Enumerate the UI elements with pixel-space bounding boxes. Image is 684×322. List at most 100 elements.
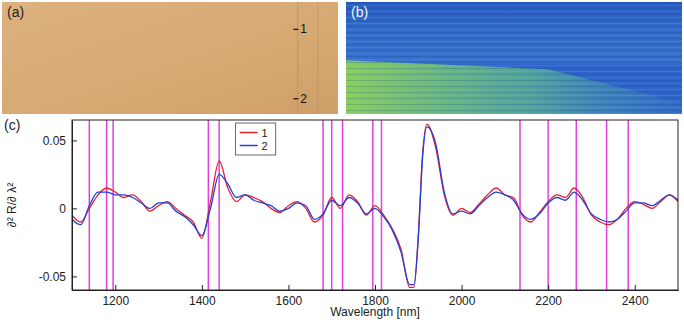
y-tick-label: -0.05 <box>39 270 67 284</box>
map-texture <box>346 3 682 114</box>
x-tick-mark <box>635 285 636 290</box>
map-stripe <box>346 50 682 51</box>
annotation: 2 <box>300 92 307 106</box>
map-stripe <box>346 14 682 15</box>
map-stripe <box>346 110 682 111</box>
x-tick-mark <box>115 285 116 290</box>
reference-line <box>519 120 521 290</box>
reference-line <box>381 120 383 290</box>
x-axis-line <box>73 290 679 291</box>
map-stripe <box>346 80 682 81</box>
plot-marks <box>72 120 678 290</box>
x-tick-mark <box>375 285 376 290</box>
panel-letter: (c) <box>4 117 20 133</box>
x-tick-label: 2000 <box>449 294 476 308</box>
plot-frame <box>72 120 678 290</box>
map-stripe <box>346 8 682 9</box>
y-axis-title: ∂² R/∂ λ² <box>5 183 19 228</box>
map-stripe <box>346 20 682 21</box>
x-tick: 1600 <box>276 285 303 308</box>
map-stripe <box>346 98 682 99</box>
reference-line <box>372 120 374 290</box>
map-stripe <box>346 53 682 54</box>
y-axis: -0.05 0 0.05 <box>39 121 77 291</box>
map-stripe <box>346 35 682 36</box>
map-stripe <box>346 26 682 27</box>
image-panel: 1 2 (a) <box>2 2 338 114</box>
map-stripe <box>346 17 682 18</box>
map-stripe <box>346 62 682 63</box>
map-stripe <box>346 47 682 48</box>
map-stripe <box>346 65 682 66</box>
legend-label: 1 <box>262 127 268 139</box>
y-tick-label: 0 <box>59 202 66 216</box>
annotation: 1 <box>300 22 307 36</box>
y-tick: 0 <box>59 202 77 216</box>
reference-line <box>576 120 578 290</box>
series-line <box>72 124 678 287</box>
map-stripe <box>346 74 682 75</box>
map-stripe <box>346 107 682 108</box>
legend-swatch <box>240 132 258 134</box>
reference-line <box>606 120 608 290</box>
map-stripe <box>346 77 682 78</box>
panel-letter: (b) <box>351 4 368 20</box>
series-line <box>72 127 678 285</box>
panel-letter: (a) <box>7 4 24 20</box>
x-tick-label: 2400 <box>622 294 649 308</box>
x-tick-label: 1400 <box>189 294 216 308</box>
x-axis-title: Wavelength [nm] <box>330 305 420 319</box>
plot-area <box>72 120 678 290</box>
photo <box>2 2 338 114</box>
annotation-dash <box>293 29 298 30</box>
y-axis-line <box>72 121 73 291</box>
reference-line <box>331 120 333 290</box>
map-stripe <box>346 71 682 72</box>
reference-line <box>106 120 108 290</box>
map-stripe <box>346 59 682 60</box>
map-stripe <box>346 2 682 3</box>
map-stripe <box>346 89 682 90</box>
map-stripe <box>346 68 682 69</box>
x-tick-label: 2200 <box>535 294 562 308</box>
x-tick-label: 1600 <box>276 294 303 308</box>
reference-line <box>547 120 549 290</box>
map-stripe <box>346 29 682 30</box>
y-tick-label: 0.05 <box>43 134 67 148</box>
y-tick: -0.05 <box>39 270 77 284</box>
map-stripe <box>346 5 682 6</box>
map-region <box>346 60 682 114</box>
x-tick: 1200 <box>102 285 129 308</box>
x-tick: 2200 <box>535 285 562 308</box>
x-tick-mark <box>288 285 289 290</box>
legend-label: 2 <box>262 140 268 152</box>
map-stripe <box>346 41 682 42</box>
map-stripe <box>346 32 682 33</box>
photo-crease <box>317 2 318 114</box>
x-tick-label: 1200 <box>102 294 129 308</box>
x-tick: 2000 <box>449 285 476 308</box>
map-stripe <box>346 104 682 105</box>
map-stripe <box>346 113 682 114</box>
map-stripe <box>346 86 682 87</box>
map-stripe <box>346 95 682 96</box>
map-stripe <box>346 38 682 39</box>
photo-crease <box>297 2 298 114</box>
reference-line <box>322 120 324 290</box>
y-tick-mark <box>72 276 77 277</box>
legend-box <box>236 123 276 155</box>
y-tick-mark <box>72 140 77 141</box>
reference-line <box>208 120 210 290</box>
x-tick-mark <box>548 285 549 290</box>
annotation-dash <box>293 98 298 99</box>
map-stripe <box>346 11 682 12</box>
map-region <box>346 2 682 64</box>
map-background <box>346 2 682 114</box>
image-panel: (b) <box>346 2 682 114</box>
x-tick: 2400 <box>622 285 649 308</box>
figure: 12(a)(b)1200140016001800200022002400-0.0… <box>0 0 684 322</box>
legend: 12 <box>236 123 276 155</box>
map-stripe <box>346 56 682 57</box>
x-tick: 1400 <box>189 285 216 308</box>
map-stripe <box>346 44 682 45</box>
